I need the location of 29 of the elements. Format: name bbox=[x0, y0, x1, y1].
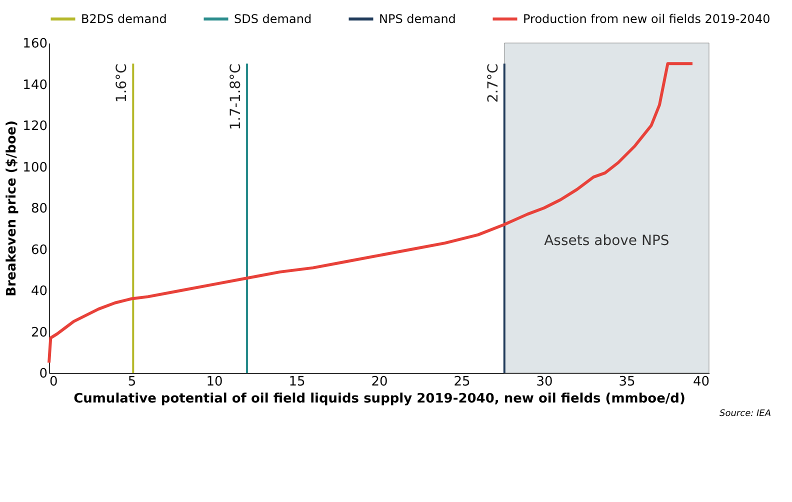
legend-label: B2DS demand bbox=[81, 12, 167, 26]
x-axis-title: Cumulative potential of oil field liquids supply 2019-2040, new oil fields (mmboe/d) bbox=[74, 392, 686, 406]
x-tick-label: 25 bbox=[454, 374, 470, 390]
y-tick-label: 60 bbox=[30, 242, 48, 258]
y-axis-title: Breakeven price ($/boe) bbox=[4, 120, 20, 297]
band-label: Assets above NPS bbox=[544, 233, 670, 249]
y-tick-label: 120 bbox=[22, 119, 48, 134]
x-tick-label: 20 bbox=[371, 374, 388, 390]
line-series bbox=[48, 62, 694, 364]
y-tick-label: 40 bbox=[30, 284, 48, 299]
x-tick-label: 10 bbox=[206, 374, 223, 390]
x-tick-label: 30 bbox=[536, 374, 553, 390]
y-tick-label: 20 bbox=[30, 325, 48, 340]
y-tick-label: 100 bbox=[22, 160, 48, 176]
y-tick-label: 80 bbox=[30, 202, 48, 216]
x-tick-label: 35 bbox=[618, 374, 636, 390]
x-tick-label: 5 bbox=[128, 374, 136, 390]
legend-label: NPS demand bbox=[379, 12, 456, 26]
legend-label: Production from new oil fields 2019-2040 bbox=[523, 12, 770, 26]
x-tick-label: 40 bbox=[692, 374, 710, 390]
x-tick-label: 0 bbox=[50, 374, 58, 390]
y-tick-label: 160 bbox=[22, 36, 48, 52]
annotation: 2.7°C bbox=[485, 63, 502, 103]
legend-label: SDS demand bbox=[234, 12, 312, 26]
y-tick-label: 140 bbox=[22, 78, 48, 93]
source-note: Source: IEA bbox=[720, 409, 771, 419]
annotation: 1.7-1.8°C bbox=[228, 63, 244, 130]
x-tick-label: 15 bbox=[288, 374, 306, 390]
annotation: 1.6°C bbox=[114, 63, 130, 103]
